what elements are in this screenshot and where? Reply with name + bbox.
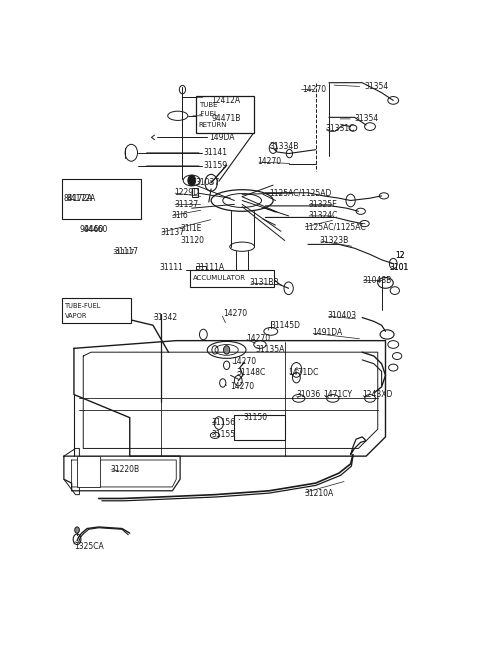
Bar [61,179,141,219]
Text: 31036: 31036 [296,390,321,399]
Text: ACCUMULATOR: ACCUMULATOR [193,275,246,281]
Text: 1125AC/1125AC: 1125AC/1125AC [304,223,366,232]
Text: 31342: 31342 [153,313,177,322]
Circle shape [188,175,196,186]
Text: 94460: 94460 [83,225,108,235]
Text: 31I6: 31I6 [172,212,188,220]
Text: 31331C: 31331C [326,124,355,133]
Text: 31145D: 31145D [271,321,301,330]
Text: 3101: 3101 [389,263,408,272]
Text: 31354: 31354 [365,82,389,91]
Text: 1471DC: 1471DC [288,369,319,378]
Text: 31323B: 31323B [320,236,349,245]
Text: 14270: 14270 [230,382,254,392]
Text: 31155: 31155 [211,430,235,439]
Text: 31111A: 31111A [196,263,225,272]
Text: 31159: 31159 [204,162,228,170]
Text: 14270: 14270 [232,357,256,366]
Text: -FUEL: -FUEL [199,111,218,117]
Text: 310403: 310403 [327,311,357,321]
Text: 31220B: 31220B [110,464,140,474]
Text: 31150: 31150 [244,413,268,422]
Text: 31137: 31137 [175,200,199,209]
Bar [196,266,206,274]
Text: 14270: 14270 [223,309,247,318]
Text: 14270: 14270 [302,85,326,94]
Text: 3131BB: 3131BB [250,279,279,287]
Text: 94460: 94460 [79,225,104,235]
Text: 149DA: 149DA [209,133,234,142]
Text: 1243XD: 1243XD [362,390,393,399]
Text: 31148C: 31148C [237,369,266,378]
Text: 31141: 31141 [204,148,228,157]
Text: 94471B: 94471B [211,114,240,124]
Text: TUBE: TUBE [199,102,217,108]
Text: 31117: 31117 [114,247,138,256]
Circle shape [75,527,79,533]
Bar [192,188,198,197]
Text: 31120: 31120 [180,236,204,245]
Text: 1491DA: 1491DA [312,328,342,338]
Bar [190,270,274,286]
Text: 12: 12 [395,252,404,260]
Text: 1471CY: 1471CY [324,390,352,399]
Text: 84172A: 84172A [66,194,96,203]
Text: 31111: 31111 [159,263,183,272]
Text: A: A [295,367,298,373]
Text: 1325CA: 1325CA [74,542,104,551]
Bar [62,298,131,323]
Text: VAPOR: VAPOR [65,313,87,319]
Text: 31117: 31117 [113,249,135,255]
Bar [77,456,100,487]
Text: 31I1E: 31I1E [180,225,202,233]
Bar [196,96,254,133]
Text: TUBE-FUEL: TUBE-FUEL [65,303,101,309]
Text: 31156: 31156 [211,418,235,427]
Text: 31325E: 31325E [308,200,337,209]
Text: 31037: 31037 [196,178,220,187]
Bar [234,415,285,440]
Text: 31324C: 31324C [308,212,337,220]
Text: A: A [209,180,213,185]
Text: 14270: 14270 [246,334,270,343]
Text: 84172A: 84172A [64,194,93,203]
Text: 31354: 31354 [355,114,379,124]
Text: 12: 12 [395,252,404,260]
Text: 31137: 31137 [161,229,185,237]
Bar [233,274,252,286]
Text: 31048B: 31048B [362,276,392,285]
Text: 31210A: 31210A [304,489,334,497]
Text: RETURN: RETURN [199,122,227,128]
Text: 12412A: 12412A [211,96,240,105]
Text: 1125AC/1125AD: 1125AC/1125AD [269,189,332,197]
Text: 1229D: 1229D [175,189,200,197]
Circle shape [224,346,230,354]
Text: 31334B: 31334B [269,142,299,151]
Text: 31135A: 31135A [255,346,285,354]
Text: 14270: 14270 [258,158,282,166]
Text: 3101: 3101 [389,263,408,272]
